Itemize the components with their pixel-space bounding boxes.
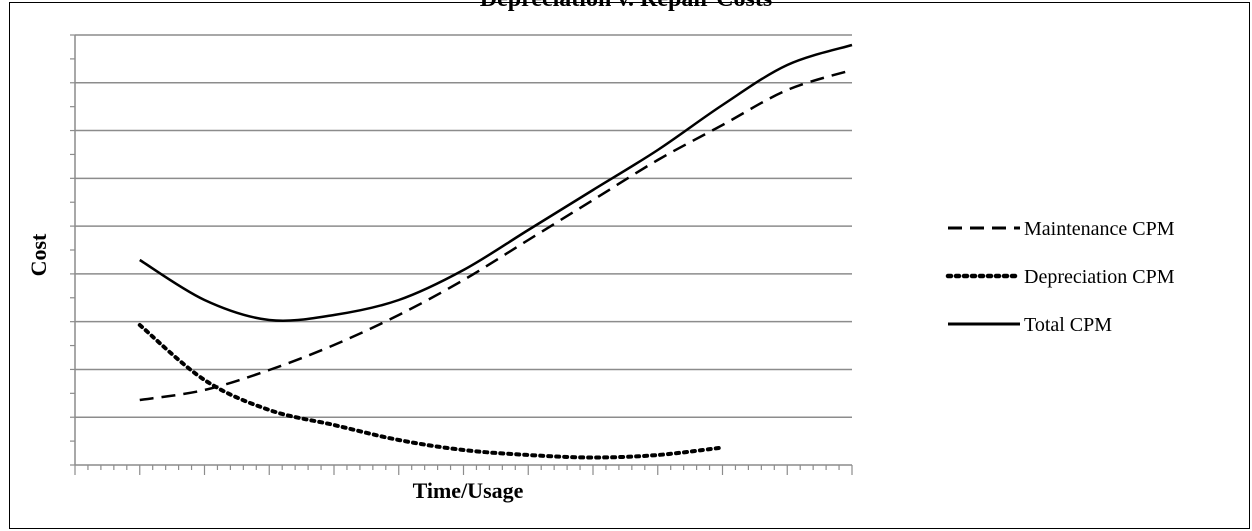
series-line-total-cpm [139, 43, 853, 323]
legend-label: Maintenance CPM [1024, 218, 1175, 240]
series-line-depreciation-cpm [137, 323, 725, 460]
gridlines [75, 34, 852, 418]
y-axis-label: Cost [26, 233, 51, 276]
series-lines [137, 43, 853, 460]
axes [70, 34, 853, 475]
chart-title: Depreciation v. Repair Costs [0, 0, 1252, 13]
series-line-maintenance-cpm [139, 68, 853, 402]
legend: Maintenance CPM Depreciation CPM Total CPM [945, 218, 1175, 336]
x-axis-label: Time/Usage [413, 478, 524, 503]
chart-frame [9, 2, 1250, 529]
legend-label: Depreciation CPM [1024, 266, 1175, 288]
legend-label: Total CPM [1024, 314, 1112, 336]
